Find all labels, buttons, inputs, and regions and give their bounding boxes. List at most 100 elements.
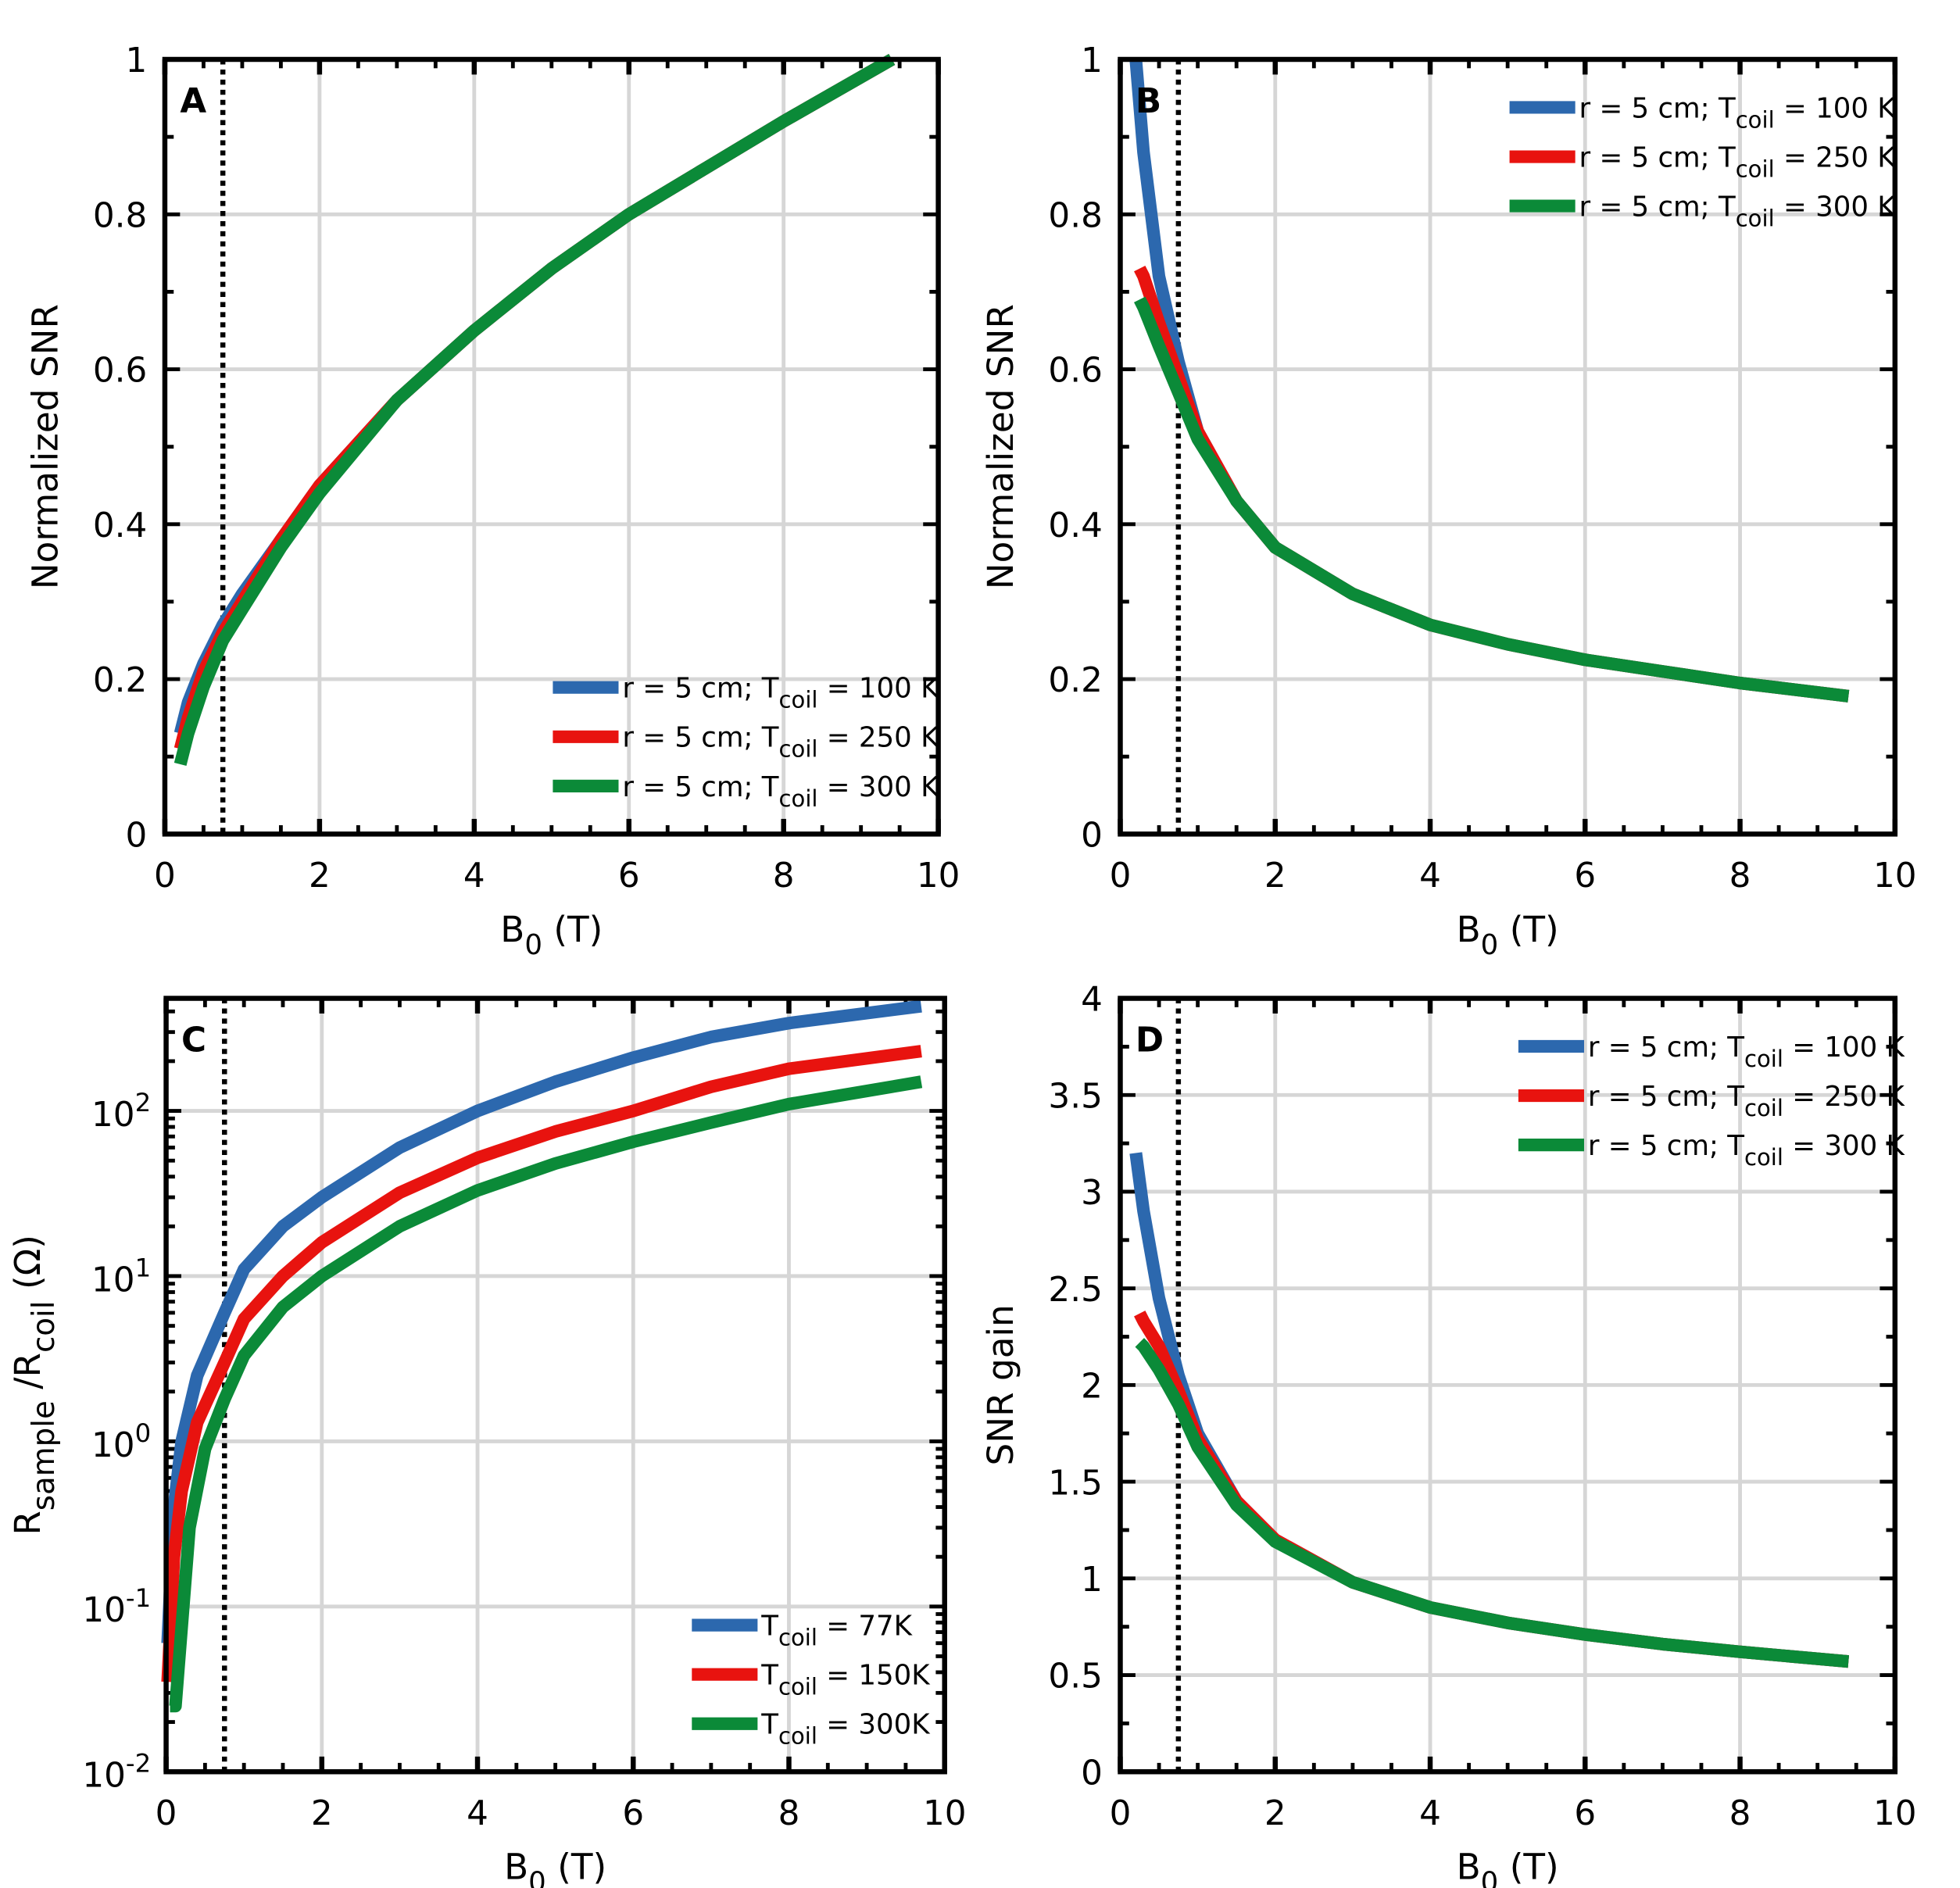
subscript: sample	[26, 1400, 61, 1511]
series-line-green	[1135, 1338, 1850, 1668]
y-tick-label: 0	[1081, 1753, 1103, 1793]
legend-label: r = 5 cm; Tcoil = 250 K	[1588, 1081, 1906, 1121]
legend-label: Tcoil = 150K	[760, 1660, 931, 1700]
y-tick-label: 0.6	[93, 351, 147, 391]
y-tick-label: 10-2	[82, 1749, 151, 1796]
text-segment: R	[7, 1511, 48, 1535]
text-segment: (Ω)	[7, 1235, 48, 1300]
tick-base: 10	[91, 1260, 135, 1300]
text-segment: r = 5 cm; T	[1579, 92, 1736, 124]
legend: r = 5 cm; Tcoil = 100 Kr = 5 cm; Tcoil =…	[1509, 92, 1897, 232]
panel-letter: D	[1136, 1020, 1164, 1060]
y-axis-label: Normalized SNR	[980, 304, 1021, 589]
subscript: coil	[779, 687, 818, 713]
subscript: coil	[1736, 206, 1775, 232]
x-tick-label: 2	[1264, 856, 1286, 896]
panel-letter: C	[181, 1020, 206, 1060]
plot-frame	[163, 996, 947, 1775]
text-segment: = 100 K	[1775, 92, 1897, 124]
x-tick-label: 6	[618, 856, 640, 896]
x-tick-label: 6	[622, 1793, 644, 1833]
text-segment: = 77K	[817, 1611, 914, 1643]
subscript: coil	[1736, 106, 1775, 133]
text-segment: r = 5 cm; T	[622, 673, 778, 705]
legend-label: Tcoil = 77K	[760, 1611, 913, 1651]
y-tick-label: 0.2	[93, 660, 147, 700]
y-tick-label: 0.6	[1048, 351, 1102, 391]
panel-letter: B	[1136, 81, 1161, 121]
y-axis-label: SNR gain	[980, 1304, 1021, 1465]
legend-label: r = 5 cm; Tcoil = 100 K	[1579, 92, 1897, 133]
subscript: coil	[1744, 1144, 1783, 1171]
y-tick-label: 2	[1081, 1367, 1103, 1407]
text-segment: r = 5 cm; T	[1588, 1081, 1744, 1113]
tick-exponent: -2	[126, 1749, 151, 1779]
x-tick-label: 6	[1574, 856, 1596, 896]
x-tick-label: 0	[154, 856, 176, 896]
y-tick-label: 101	[91, 1253, 151, 1300]
y-tick-label: 0.8	[93, 195, 147, 235]
x-tick-label: 8	[773, 856, 795, 896]
y-tick-label: 0.5	[1048, 1657, 1102, 1697]
y-tick-label: 4	[1081, 980, 1103, 1020]
text-segment: = 300 K	[1775, 191, 1897, 223]
text-segment: r = 5 cm; T	[1579, 191, 1736, 223]
tick-exponent: 1	[135, 1253, 152, 1282]
y-tick-label: 0	[1081, 815, 1103, 855]
text-segment: = 100 K	[1783, 1032, 1906, 1064]
legend: r = 5 cm; Tcoil = 100 Kr = 5 cm; Tcoil =…	[553, 673, 940, 812]
y-tick-label: 1	[1081, 41, 1103, 80]
x-tick-label: 4	[1419, 856, 1441, 896]
legend-label: r = 5 cm; Tcoil = 100 K	[622, 673, 940, 713]
text-segment: T	[760, 1611, 778, 1643]
x-axis-label: B0 (T)	[1457, 909, 1559, 961]
series-line-green	[1134, 296, 1850, 703]
x-axis-label: B0 (T)	[504, 1847, 606, 1888]
x-tick-label: 10	[923, 1793, 967, 1833]
y-tick-label: 1	[1081, 1560, 1103, 1600]
y-tick-label: 102	[91, 1088, 151, 1135]
y-tick-label: 0.2	[1048, 660, 1102, 700]
text-segment: B	[1457, 909, 1481, 950]
y-tick-label: 2.5	[1048, 1270, 1102, 1310]
subscript: coil	[1736, 156, 1775, 183]
subscript: 0	[1481, 929, 1499, 961]
text-segment: (T)	[1498, 909, 1558, 950]
series-line-green	[169, 1075, 923, 1713]
x-tick-label: 8	[1729, 1793, 1751, 1833]
tick-exponent: 0	[135, 1418, 152, 1448]
text-segment: r = 5 cm; T	[622, 771, 778, 803]
text-segment: SNR gain	[980, 1304, 1021, 1465]
x-tick-label: 10	[917, 856, 960, 896]
legend-label: r = 5 cm; Tcoil = 100 K	[1588, 1032, 1906, 1072]
tick-base: 10	[91, 1425, 135, 1465]
y-tick-label: 3.5	[1048, 1076, 1102, 1116]
text-segment: T	[760, 1709, 778, 1741]
legend-label: r = 5 cm; Tcoil = 300 K	[1579, 191, 1897, 232]
series-line-red	[161, 1045, 922, 1682]
x-tick-label: 4	[463, 856, 485, 896]
series-line-red	[1134, 1311, 1850, 1668]
y-tick-label: 0	[126, 815, 148, 855]
y-tick-label: 3	[1081, 1173, 1103, 1213]
x-tick-label: 4	[467, 1793, 488, 1833]
x-tick-label: 4	[1419, 1793, 1441, 1833]
panel-letter: A	[180, 81, 206, 121]
subscript: coil	[778, 1723, 817, 1750]
series-line-green	[173, 53, 896, 767]
x-tick-label: 2	[311, 1793, 333, 1833]
subscript: 0	[1481, 1867, 1499, 1888]
text-segment: r = 5 cm; T	[1588, 1130, 1744, 1162]
x-axis-label: B0 (T)	[1457, 1847, 1559, 1888]
x-tick-label: 0	[156, 1793, 177, 1833]
text-segment: = 300 K	[817, 771, 940, 803]
text-segment: Normalized SNR	[980, 304, 1021, 589]
legend: r = 5 cm; Tcoil = 100 Kr = 5 cm; Tcoil =…	[1518, 1032, 1906, 1171]
subscript: coil	[1744, 1095, 1783, 1121]
subscript: coil	[778, 1625, 817, 1651]
x-tick-label: 6	[1574, 1793, 1596, 1833]
